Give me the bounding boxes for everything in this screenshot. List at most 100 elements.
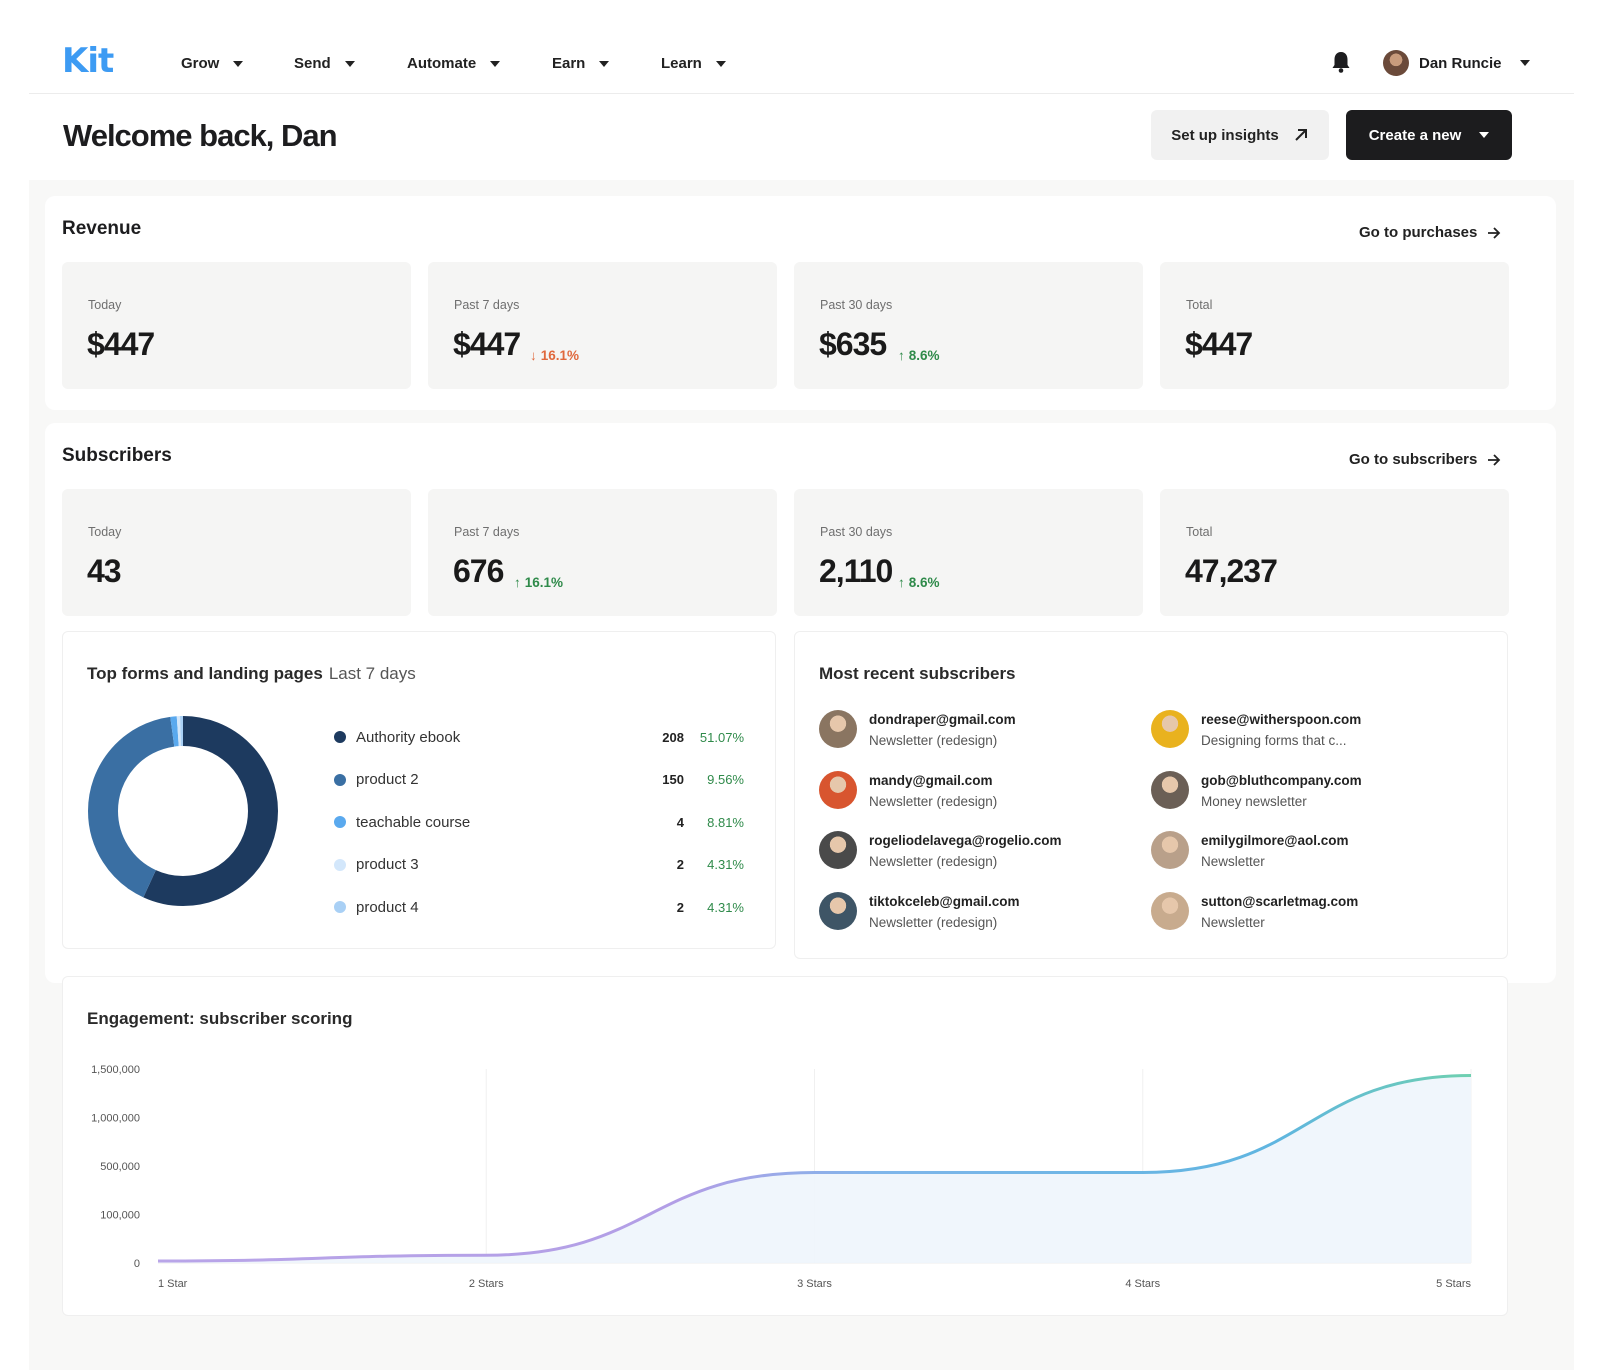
legend-dot bbox=[334, 816, 346, 828]
subscriber-item[interactable]: dondraper@gmail.com Newsletter (redesign) bbox=[819, 710, 1139, 748]
avatar bbox=[1151, 831, 1189, 869]
subscribers-stat-7d: Past 7 days 676 ↑ 16.1% bbox=[428, 489, 777, 616]
subscriber-email: mandy@gmail.com bbox=[869, 772, 993, 788]
nav-send-label: Send bbox=[294, 55, 331, 72]
stat-value: $447 bbox=[453, 326, 521, 362]
legend-pct: 9.56% bbox=[707, 772, 744, 787]
revenue-stat-total: Total $447 bbox=[1160, 262, 1509, 389]
create-new-button[interactable]: Create a new bbox=[1346, 110, 1512, 160]
arrow-right-icon bbox=[1488, 226, 1501, 239]
stat-label: Past 7 days bbox=[454, 525, 520, 539]
subscriber-info: mandy@gmail.com Newsletter (redesign) bbox=[869, 771, 997, 809]
create-new-label: Create a new bbox=[1368, 126, 1462, 144]
x-tick-label: 3 Stars bbox=[797, 1278, 832, 1290]
avatar bbox=[819, 710, 857, 748]
donut-slice[interactable] bbox=[88, 716, 278, 906]
x-axis-labels: 1 Star 2 Stars 3 Stars 4 Stars 5 Stars bbox=[158, 1278, 1471, 1290]
stat-value: 47,237 bbox=[1185, 553, 1278, 589]
legend-row[interactable]: product 2 150 9.56% bbox=[334, 770, 744, 790]
nav-earn[interactable]: Earn bbox=[552, 55, 610, 72]
subscriber-email: gob@bluthcompany.com bbox=[1201, 772, 1362, 788]
legend-dot bbox=[334, 858, 346, 871]
subscriber-source: Newsletter bbox=[1201, 914, 1265, 930]
legend-dot bbox=[334, 731, 346, 743]
subscriber-email: sutton@scarletmag.com bbox=[1201, 893, 1359, 909]
subscriber-source: Newsletter bbox=[1201, 854, 1265, 869]
subscriber-source: Money newsletter bbox=[1201, 793, 1307, 809]
legend-pct: 4.31% bbox=[707, 899, 744, 915]
top-nav: Kit Grow Send Automate Earn Learn Dan Ru… bbox=[29, 0, 1574, 94]
avatar bbox=[1151, 770, 1189, 809]
legend-dot bbox=[334, 901, 346, 913]
subscriber-item[interactable]: emilygilmore@aol.com Newsletter bbox=[1151, 831, 1471, 869]
engagement-chart: 1,500,000 1,000,000 500,000 100,000 0 1 Star… bbox=[91, 1064, 1472, 1290]
arrow-down-icon: ↓ bbox=[530, 348, 537, 363]
donut-slice[interactable] bbox=[88, 716, 278, 906]
subscriber-item[interactable]: reese@witherspoon.com Designing forms tha… bbox=[1151, 710, 1471, 748]
chevron-down-icon bbox=[490, 60, 501, 67]
kit-logo[interactable]: Kit bbox=[62, 41, 114, 81]
legend-dot bbox=[334, 773, 346, 786]
arrow-up-icon: ↑ bbox=[898, 575, 905, 590]
nav-learn-label: Learn bbox=[661, 55, 702, 72]
subscribers-title: Subscribers bbox=[62, 445, 172, 466]
stat-label: Today bbox=[88, 298, 122, 312]
nav-automate[interactable]: Automate bbox=[407, 55, 501, 72]
user-menu[interactable]: Dan Runcie bbox=[1383, 50, 1530, 76]
stat-label: Past 30 days bbox=[820, 525, 893, 539]
legend-count: 2 bbox=[676, 899, 684, 915]
subscriber-email: rogeliodelavega@rogelio.com bbox=[869, 833, 1062, 848]
subscriber-info: gob@bluthcompany.com Money newsletter bbox=[1201, 771, 1362, 809]
go-to-purchases-label: Go to purchases bbox=[1359, 224, 1478, 241]
legend-name: product 3 bbox=[356, 856, 419, 873]
nav-send[interactable]: Send bbox=[294, 55, 355, 72]
subscriber-item[interactable]: gob@bluthcompany.com Money newsletter bbox=[1151, 770, 1471, 809]
arrow-right-icon bbox=[1488, 453, 1501, 466]
legend-count: 4 bbox=[676, 814, 684, 830]
y-tick-label: 1,500,000 bbox=[91, 1064, 140, 1076]
avatar bbox=[1383, 50, 1409, 76]
subscriber-item[interactable]: sutton@scarletmag.com Newsletter bbox=[1151, 891, 1471, 930]
stat-label: Past 30 days bbox=[820, 298, 893, 312]
go-to-subscribers-link[interactable]: Go to subscribers bbox=[1349, 451, 1501, 468]
legend-count: 2 bbox=[676, 857, 684, 872]
subscriber-source: Designing forms that c... bbox=[1201, 733, 1347, 748]
nav-grow[interactable]: Grow bbox=[181, 55, 244, 72]
stat-value: $447 bbox=[1185, 326, 1253, 362]
legend-row[interactable]: teachable course 4 8.81% bbox=[334, 812, 744, 832]
stat-value: $447 bbox=[87, 326, 155, 362]
bell-icon[interactable] bbox=[1330, 50, 1352, 74]
go-to-purchases-link[interactable]: Go to purchases bbox=[1359, 224, 1501, 241]
legend-count: 208 bbox=[662, 729, 684, 745]
revenue-title: Revenue bbox=[62, 218, 142, 239]
legend-name: teachable course bbox=[356, 813, 471, 831]
chevron-down-icon bbox=[1479, 132, 1490, 138]
delta-value: 8.6% bbox=[908, 575, 940, 590]
setup-insights-button[interactable]: Set up insights bbox=[1151, 110, 1329, 160]
subscriber-info: sutton@scarletmag.com Newsletter bbox=[1201, 892, 1358, 930]
nav-learn[interactable]: Learn bbox=[661, 55, 726, 72]
legend-row[interactable]: product 3 2 4.31% bbox=[334, 855, 744, 875]
subscriber-item[interactable]: rogeliodelavega@rogelio.com Newsletter (r… bbox=[819, 831, 1139, 869]
legend-pct: 8.81% bbox=[707, 814, 744, 830]
stat-delta: ↓ 16.1% bbox=[530, 348, 579, 363]
chart-area-fill bbox=[158, 1075, 1471, 1263]
legend-name: Authority ebook bbox=[356, 728, 461, 746]
top-forms-card: Top forms and landing pages Last 7 days A… bbox=[62, 631, 776, 949]
stat-value: 43 bbox=[87, 553, 122, 589]
subscriber-item[interactable]: mandy@gmail.com Newsletter (redesign) bbox=[819, 770, 1139, 809]
setup-insights-label: Set up insights bbox=[1171, 126, 1279, 144]
legend-row[interactable]: Authority ebook 208 51.07% bbox=[334, 727, 744, 747]
delta-value: 16.1% bbox=[524, 575, 564, 590]
y-axis-labels: 1,500,000 1,000,000 500,000 100,000 0 bbox=[91, 1064, 140, 1270]
forms-donut-chart bbox=[88, 716, 278, 906]
subscriber-email: reese@witherspoon.com bbox=[1201, 712, 1362, 727]
go-to-subscribers-label: Go to subscribers bbox=[1349, 451, 1478, 468]
legend-row[interactable]: product 4 2 4.31% bbox=[334, 897, 744, 917]
x-tick-label: 1 Star bbox=[158, 1278, 188, 1290]
subscriber-item[interactable]: tiktokceleb@gmail.com Newsletter (redesig… bbox=[819, 891, 1139, 930]
stat-label: Past 7 days bbox=[454, 298, 520, 312]
subscriber-info: dondraper@gmail.com Newsletter (redesign) bbox=[869, 710, 1016, 748]
legend-pct: 4.31% bbox=[707, 857, 744, 872]
revenue-stat-7d: Past 7 days $447 ↓ 16.1% bbox=[428, 262, 777, 389]
